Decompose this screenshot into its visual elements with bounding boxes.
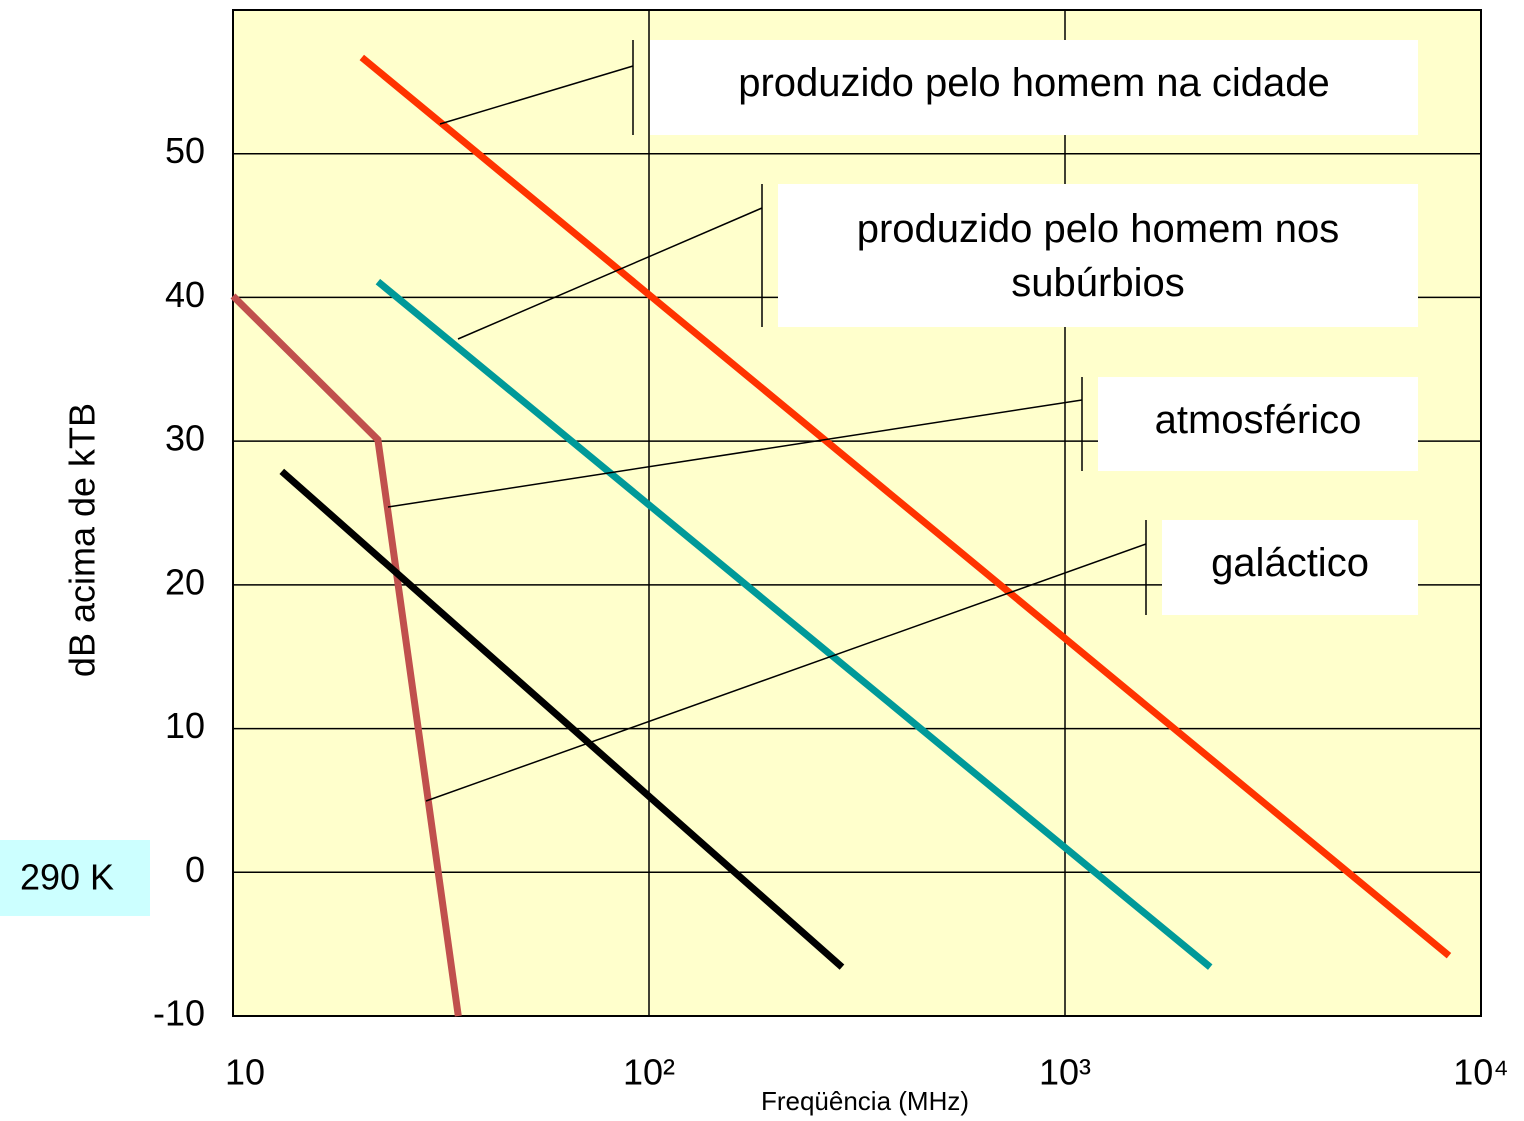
plot-area (232, 9, 1482, 1017)
leaders (387, 40, 1147, 802)
y-tick-label: 50 (165, 130, 205, 171)
lines (230, 54, 1452, 1017)
series-label: atmosférico (1098, 377, 1418, 471)
leader-line (457, 207, 763, 340)
series-label: produzido pelo homem na cidade (650, 40, 1418, 135)
series-line (359, 54, 1452, 959)
y-tick-label: 10 (165, 705, 205, 746)
series-line (279, 468, 845, 970)
leader-line (387, 399, 1083, 508)
series-line (230, 293, 462, 1017)
y-tick-label: -10 (153, 993, 205, 1034)
x-tick-label: 10³ (1039, 1052, 1091, 1093)
y-tick-label: 0 (185, 849, 205, 890)
x-axis-label: Freqüência (MHz) (761, 1086, 969, 1116)
series-line (375, 278, 1213, 970)
series-label: galáctico (1162, 520, 1418, 615)
annotation: 290 K (20, 857, 114, 898)
leader-line (425, 543, 1147, 802)
series-label: produzido pelo homem nos subúrbios (778, 184, 1418, 327)
y-tick-label: 20 (165, 561, 205, 602)
annotation-box (0, 840, 150, 916)
y-axis-label: dB acima de kTB (62, 403, 103, 677)
x-tick-label: 10⁴ (1453, 1052, 1509, 1093)
leader-line (439, 65, 634, 125)
x-tick-label: 10² (623, 1052, 675, 1093)
x-tick-label: 10 (225, 1052, 265, 1093)
y-tick-label: 30 (165, 418, 205, 459)
y-tick-label: 40 (165, 274, 205, 315)
